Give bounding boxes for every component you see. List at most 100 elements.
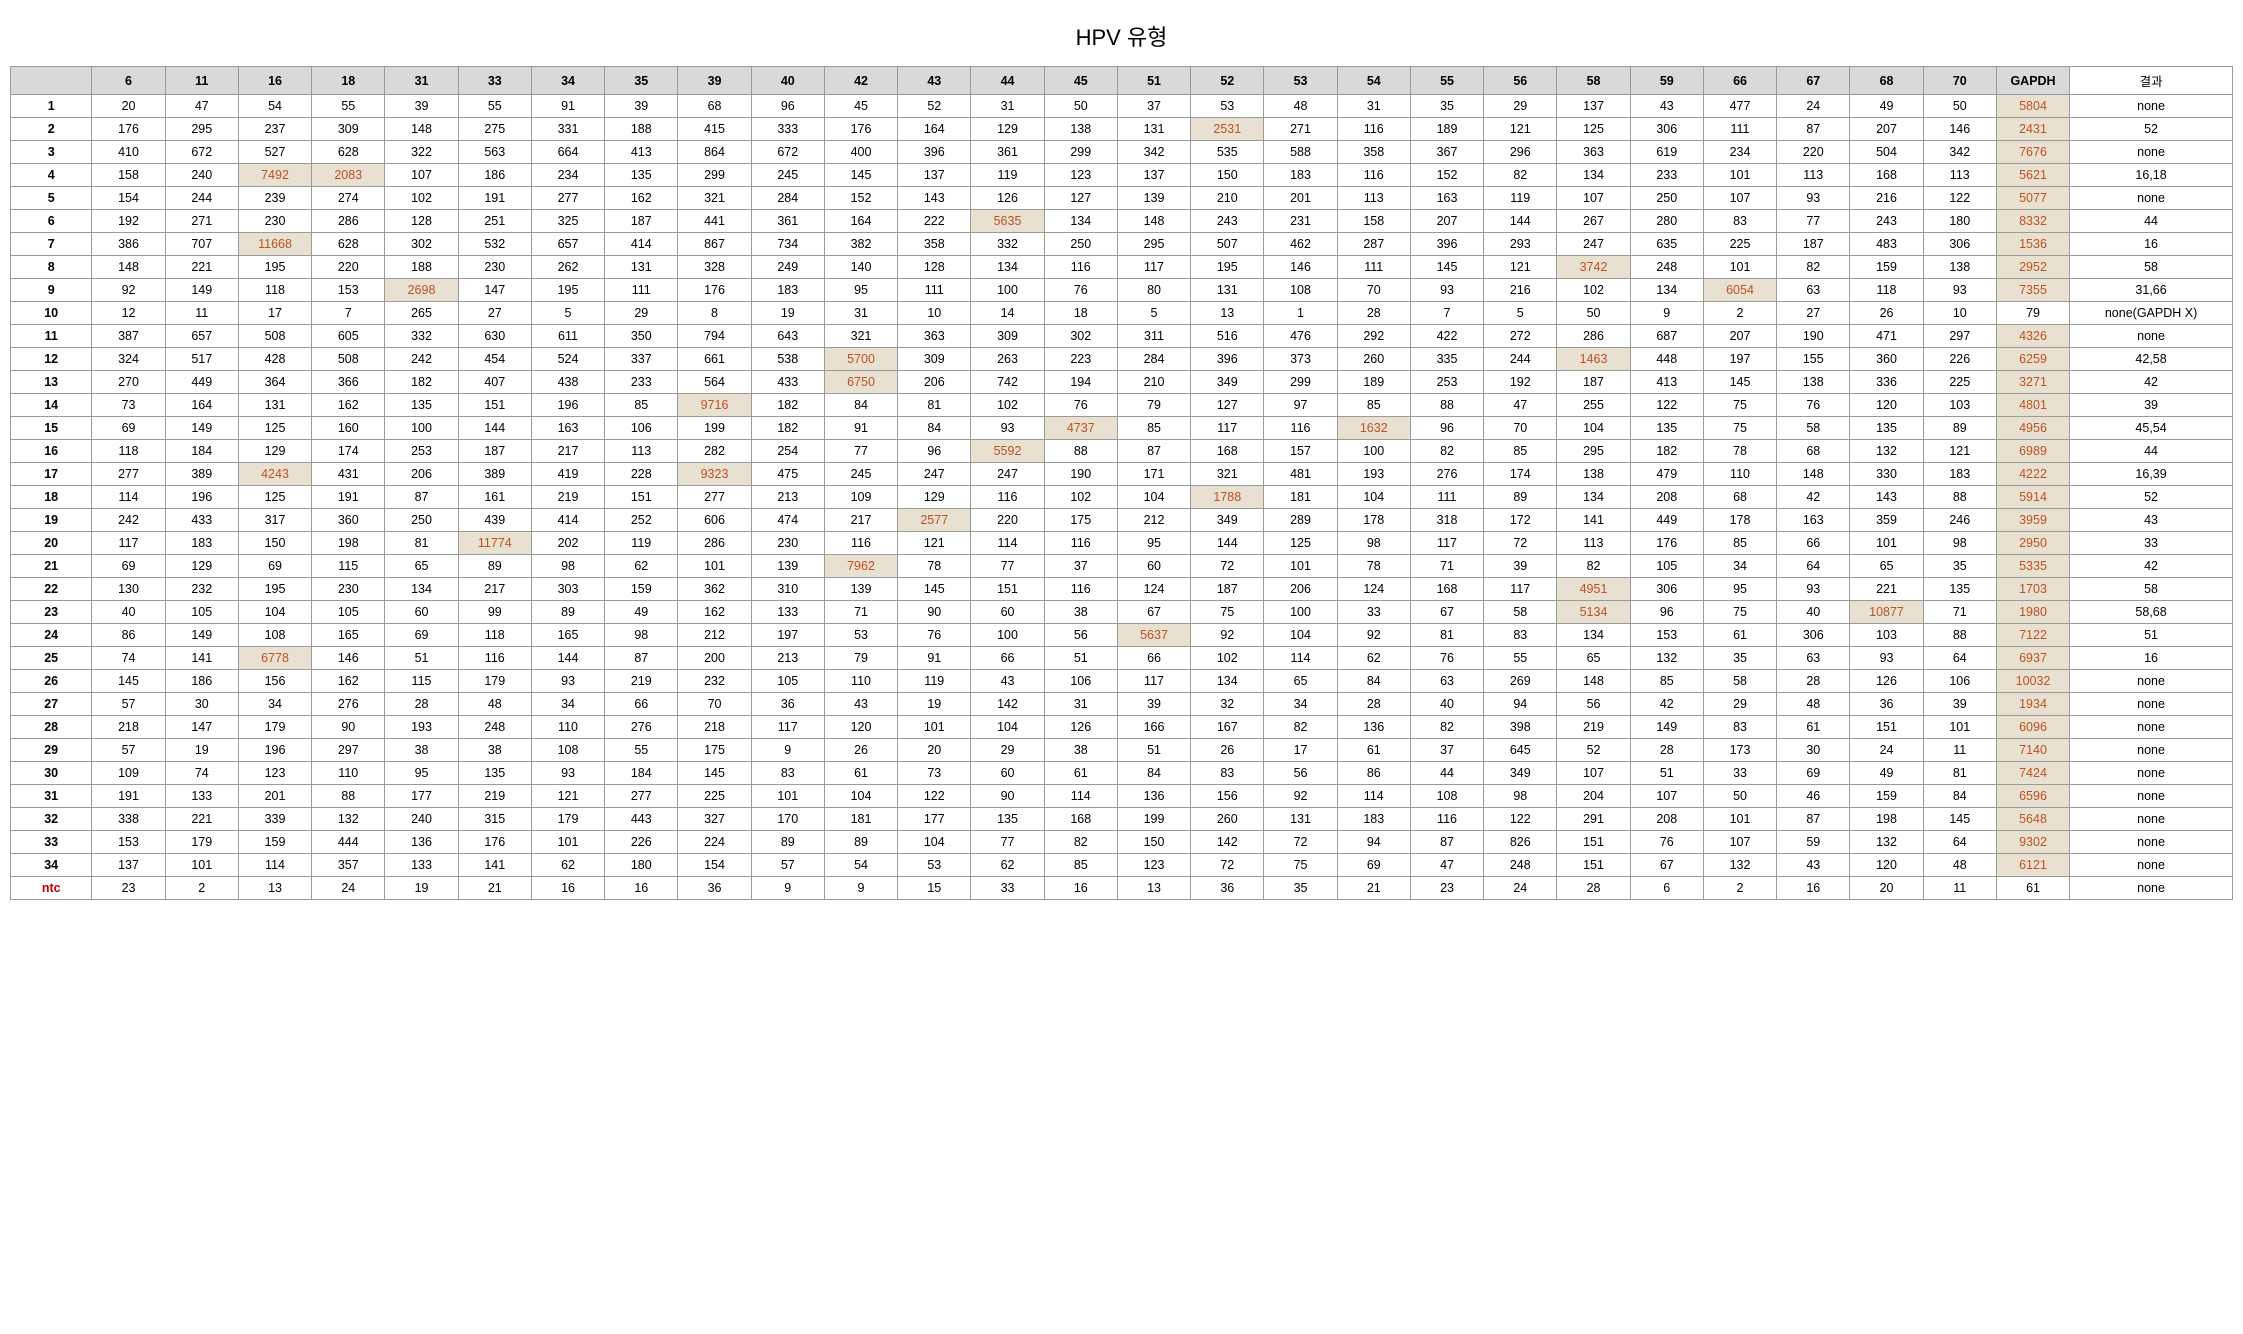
data-cell: 220 <box>971 509 1044 532</box>
data-cell: 100 <box>1337 440 1410 463</box>
data-cell: 4951 <box>1557 578 1630 601</box>
data-cell: 107 <box>1703 831 1776 854</box>
data-cell: 110 <box>531 716 604 739</box>
data-cell: 126 <box>1044 716 1117 739</box>
data-cell: 129 <box>238 440 311 463</box>
data-cell: 2531 <box>1191 118 1264 141</box>
data-cell: 117 <box>92 532 165 555</box>
data-cell: 166 <box>1117 716 1190 739</box>
data-cell: 28 <box>1630 739 1703 762</box>
data-cell: 113 <box>1923 164 1996 187</box>
table-row: 2169129691156589986210113979627877376072… <box>11 555 2233 578</box>
data-cell: 826 <box>1484 831 1557 854</box>
data-cell: 101 <box>1703 256 1776 279</box>
data-cell: 295 <box>1557 440 1630 463</box>
data-cell: 168 <box>1044 808 1117 831</box>
data-cell: 20 <box>92 95 165 118</box>
column-header: 51 <box>1117 67 1190 95</box>
data-cell: 8 <box>678 302 751 325</box>
data-cell: 88 <box>1410 394 1483 417</box>
data-cell: 68 <box>1703 486 1776 509</box>
data-cell: 188 <box>385 256 458 279</box>
data-cell: 89 <box>1484 486 1557 509</box>
data-cell: 38 <box>1044 601 1117 624</box>
data-cell: 230 <box>312 578 385 601</box>
data-cell: 31 <box>824 302 897 325</box>
data-cell: 87 <box>605 647 678 670</box>
data-cell: 253 <box>385 440 458 463</box>
data-cell: 76 <box>1044 394 1117 417</box>
data-cell: 2950 <box>1996 532 2069 555</box>
data-cell: 115 <box>312 555 385 578</box>
row-label: 19 <box>11 509 92 532</box>
data-cell: 116 <box>1044 578 1117 601</box>
data-cell: 483 <box>1850 233 1923 256</box>
data-cell: 4243 <box>238 463 311 486</box>
data-cell: 93 <box>1777 187 1850 210</box>
data-cell: 287 <box>1337 233 1410 256</box>
data-cell: 30 <box>1777 739 1850 762</box>
data-cell: 253 <box>1410 371 1483 394</box>
data-cell: 156 <box>238 670 311 693</box>
data-cell: 92 <box>1191 624 1264 647</box>
data-cell: 9 <box>751 877 824 900</box>
data-cell: 190 <box>1044 463 1117 486</box>
data-cell: 84 <box>898 417 971 440</box>
data-cell: 101 <box>678 555 751 578</box>
data-cell: 474 <box>751 509 824 532</box>
data-cell: 267 <box>1557 210 1630 233</box>
data-cell: 297 <box>1923 325 1996 348</box>
data-cell: 104 <box>1264 624 1337 647</box>
data-cell: 212 <box>678 624 751 647</box>
data-cell: 98 <box>605 624 678 647</box>
data-cell: 84 <box>1337 670 1410 693</box>
data-cell: 183 <box>751 279 824 302</box>
data-cell: 219 <box>458 785 531 808</box>
row-label: 9 <box>11 279 92 302</box>
result-cell: none(GAPDH X) <box>2070 302 2233 325</box>
data-cell: 219 <box>1557 716 1630 739</box>
data-cell: 643 <box>751 325 824 348</box>
data-cell: 68 <box>678 95 751 118</box>
column-header: 18 <box>312 67 385 95</box>
data-cell: 128 <box>385 210 458 233</box>
data-cell: 56 <box>1557 693 1630 716</box>
data-cell: 79 <box>824 647 897 670</box>
data-cell: 5592 <box>971 440 1044 463</box>
row-label: 28 <box>11 716 92 739</box>
data-cell: 89 <box>458 555 531 578</box>
data-cell: 148 <box>1777 463 1850 486</box>
data-cell: 1 <box>1264 302 1337 325</box>
data-cell: 89 <box>1923 417 1996 440</box>
data-cell: 34 <box>238 693 311 716</box>
data-cell: 102 <box>1191 647 1264 670</box>
data-cell: 87 <box>1117 440 1190 463</box>
data-cell: 176 <box>678 279 751 302</box>
data-cell: 350 <box>605 325 678 348</box>
data-cell: 269 <box>1484 670 1557 693</box>
data-cell: 105 <box>312 601 385 624</box>
data-cell: 338 <box>92 808 165 831</box>
data-cell: 139 <box>824 578 897 601</box>
data-cell: 57 <box>92 739 165 762</box>
data-cell: 57 <box>751 854 824 877</box>
data-cell: 245 <box>751 164 824 187</box>
data-cell: 98 <box>1484 785 1557 808</box>
result-cell: none <box>2070 877 2233 900</box>
data-cell: 10 <box>1923 302 1996 325</box>
data-cell: 199 <box>678 417 751 440</box>
data-cell: 193 <box>1337 463 1410 486</box>
data-cell: 122 <box>1484 808 1557 831</box>
data-cell: 65 <box>1850 555 1923 578</box>
data-cell: 135 <box>971 808 1044 831</box>
data-cell: 129 <box>165 555 238 578</box>
data-cell: 243 <box>1191 210 1264 233</box>
result-cell: none <box>2070 808 2233 831</box>
data-cell: 277 <box>92 463 165 486</box>
data-cell: 65 <box>1557 647 1630 670</box>
data-cell: 360 <box>312 509 385 532</box>
data-cell: 47 <box>1410 854 1483 877</box>
table-row: 2176295237309148275331188415333176164129… <box>11 118 2233 141</box>
data-cell: 321 <box>1191 463 1264 486</box>
data-cell: 88 <box>1923 486 1996 509</box>
